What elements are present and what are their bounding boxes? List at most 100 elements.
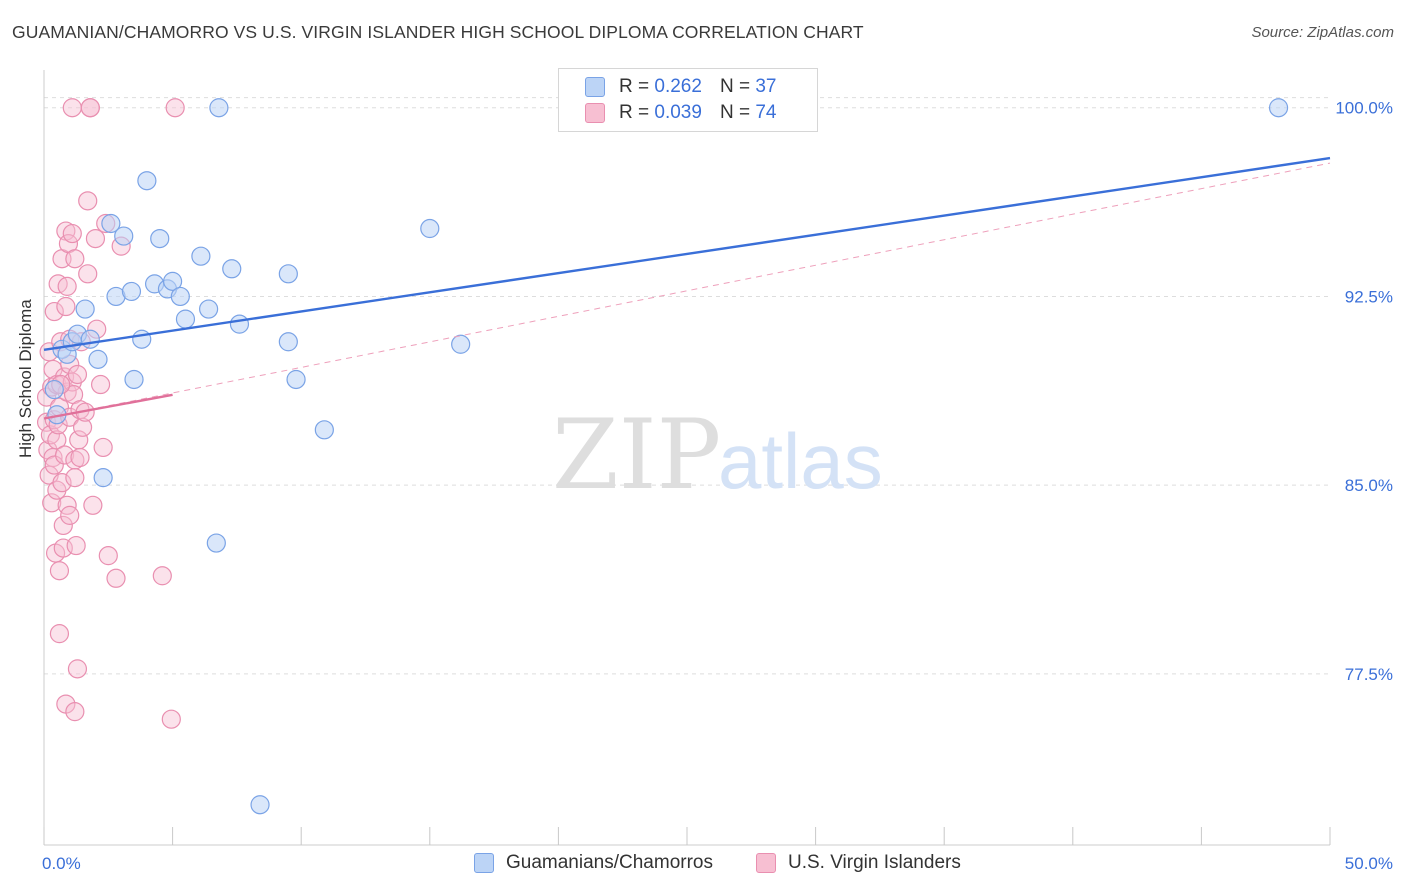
- data-point-virgin-islanders: [42, 493, 62, 513]
- data-point-guamanians: [1268, 98, 1289, 118]
- data-point-virgin-islanders: [62, 98, 82, 118]
- data-point-virgin-islanders: [106, 568, 126, 588]
- legend-r-label: R =: [619, 102, 650, 123]
- data-point-guamanians: [199, 299, 219, 319]
- data-point-virgin-islanders: [93, 437, 113, 458]
- data-point-virgin-islanders: [152, 566, 172, 586]
- data-point-virgin-islanders: [66, 535, 86, 556]
- data-point-guamanians: [150, 228, 170, 249]
- data-point-guamanians: [175, 309, 196, 329]
- data-point-virgin-islanders: [67, 659, 88, 679]
- data-point-guamanians: [229, 314, 250, 334]
- trend-lines: [43, 156, 1331, 420]
- data-point-guamanians: [163, 271, 183, 291]
- data-point-virgin-islanders: [65, 249, 85, 269]
- data-point-guamanians: [137, 171, 157, 191]
- data-point-guamanians: [121, 281, 142, 302]
- bottom-legend: Guamanians/Chamorros U.S. Virgin Islande…: [0, 852, 1406, 878]
- data-point-virgin-islanders: [90, 374, 111, 395]
- data-point-virgin-islanders: [56, 296, 76, 317]
- data-point-guamanians: [278, 332, 298, 352]
- data-point-guamanians: [420, 218, 440, 239]
- data-point-virgin-islanders: [161, 709, 181, 729]
- chart-title: GUAMANIAN/CHAMORRO VS U.S. VIRGIN ISLAND…: [12, 22, 864, 42]
- tick-labels: 77.5% 85.0% 92.5% 100.0% 0.0% 50.0%: [42, 99, 1393, 873]
- data-point-guamanians: [101, 213, 121, 234]
- data-point-virgin-islanders: [44, 301, 64, 322]
- data-point-virgin-islanders: [47, 430, 67, 450]
- legend-r-value: 0.039: [654, 102, 702, 123]
- data-point-guamanians: [88, 349, 108, 369]
- legend: R = 0.262 N = 37 R = 0.039 N = 74: [558, 68, 818, 132]
- legend-n-value: 74: [755, 102, 777, 123]
- data-point-virgin-islanders: [57, 276, 77, 296]
- data-point-virgin-islanders: [62, 223, 82, 244]
- bottom-legend-swatch-pink: [756, 853, 776, 873]
- data-point-virgin-islanders: [83, 495, 103, 515]
- y-tick-label: 100.0%: [1335, 99, 1393, 118]
- data-point-guamanians: [170, 286, 190, 307]
- grid-lines: [44, 97, 1330, 675]
- data-point-virgin-islanders: [49, 624, 70, 644]
- legend-n-value: 37: [755, 76, 777, 97]
- series-us-virgin-islanders: [36, 98, 185, 729]
- y-tick-label: 77.5%: [1345, 665, 1393, 684]
- legend-row-virgin-islanders: R = 0.039 N = 74: [585, 100, 776, 126]
- data-point-virgin-islanders: [78, 264, 98, 284]
- bottom-legend-virgin-islanders: U.S. Virgin Islanders: [756, 852, 961, 874]
- data-point-guamanians: [114, 226, 134, 246]
- data-point-virgin-islanders: [85, 228, 106, 249]
- data-point-virgin-islanders: [52, 473, 72, 493]
- legend-n-label: N =: [719, 102, 751, 123]
- data-point-virgin-islanders: [98, 546, 118, 566]
- source-label: Source: ZipAtlas.com: [1251, 24, 1394, 41]
- data-point-virgin-islanders: [40, 425, 61, 445]
- data-point-virgin-islanders: [165, 98, 185, 118]
- data-point-virgin-islanders: [72, 417, 93, 437]
- trend-line-virgin-islanders-extended: [43, 162, 1331, 419]
- data-point-guamanians: [286, 369, 306, 390]
- watermark-zip: ZIP: [552, 399, 721, 511]
- data-point-guamanians: [75, 299, 95, 319]
- legend-n-label: N =: [719, 76, 751, 97]
- data-point-guamanians: [209, 98, 229, 118]
- data-point-virgin-islanders: [70, 447, 90, 468]
- legend-swatch-blue: [585, 77, 605, 97]
- data-point-virgin-islanders: [65, 468, 85, 488]
- data-point-guamanians: [191, 246, 211, 266]
- data-point-virgin-islanders: [65, 702, 85, 722]
- data-point-guamanians: [132, 329, 152, 349]
- watermark-atlas: atlas: [718, 417, 883, 505]
- data-point-guamanians: [222, 259, 242, 279]
- legend-row-guamanians: R = 0.262 N = 37: [585, 74, 776, 100]
- data-point-guamanians: [124, 369, 144, 390]
- data-point-virgin-islanders: [67, 364, 88, 385]
- y-axis-label: High School Diploma: [16, 299, 35, 458]
- x-tick-label-max: 50.0%: [1345, 854, 1393, 873]
- data-point-guamanians: [278, 264, 298, 284]
- y-tick-label: 92.5%: [1345, 287, 1393, 306]
- data-point-guamanians: [206, 533, 226, 553]
- bottom-legend-label-guamanians: Guamanians/Chamorros: [506, 852, 713, 873]
- y-tick-label: 85.0%: [1345, 476, 1393, 495]
- data-point-virgin-islanders: [78, 191, 98, 211]
- data-point-guamanians: [250, 795, 270, 815]
- data-point-guamanians: [80, 329, 100, 349]
- data-point-virgin-islanders: [54, 445, 75, 465]
- bottom-legend-guamanians: Guamanians/Chamorros: [474, 852, 713, 874]
- x-tick-label-min: 0.0%: [42, 854, 81, 873]
- legend-r-label: R =: [619, 76, 650, 97]
- bottom-legend-label-virgin-islanders: U.S. Virgin Islanders: [788, 852, 961, 873]
- legend-swatch-pink: [585, 103, 605, 123]
- trend-line-virgin-islanders: [43, 393, 173, 420]
- data-point-guamanians: [44, 379, 64, 400]
- legend-r-value: 0.262: [654, 76, 702, 97]
- data-point-virgin-islanders: [80, 98, 100, 118]
- data-point-guamanians: [314, 420, 334, 440]
- data-point-virgin-islanders: [49, 561, 70, 581]
- bottom-legend-swatch-blue: [474, 853, 494, 873]
- data-point-guamanians: [451, 334, 471, 354]
- data-point-virgin-islanders: [44, 455, 64, 475]
- data-point-guamanians: [93, 468, 113, 488]
